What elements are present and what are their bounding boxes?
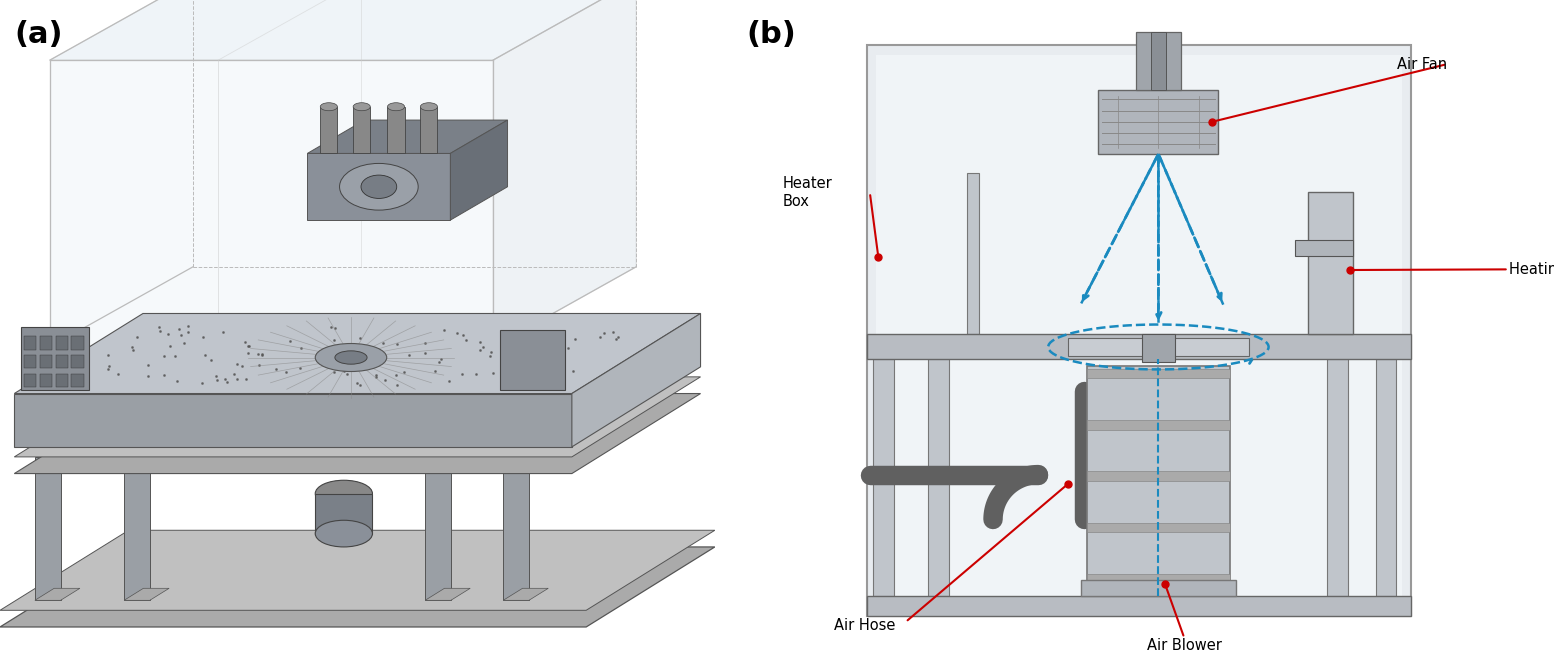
Bar bbox=[1375, 359, 1397, 596]
Bar bbox=[22, 327, 90, 390]
Text: Air Fan: Air Fan bbox=[1397, 57, 1447, 71]
Bar bbox=[426, 457, 451, 600]
Bar bbox=[420, 107, 438, 153]
Bar bbox=[56, 336, 68, 350]
Bar bbox=[1142, 334, 1175, 362]
Text: Air Blower: Air Blower bbox=[1147, 638, 1221, 653]
Text: Air Hose: Air Hose bbox=[834, 618, 895, 633]
Bar bbox=[25, 374, 36, 387]
Polygon shape bbox=[0, 547, 715, 627]
Polygon shape bbox=[426, 588, 471, 600]
Bar bbox=[808, 13, 1456, 654]
Bar bbox=[1068, 338, 1249, 356]
Polygon shape bbox=[493, 0, 636, 347]
Polygon shape bbox=[34, 588, 79, 600]
Bar bbox=[71, 374, 84, 387]
Text: (a): (a) bbox=[14, 20, 62, 49]
Bar bbox=[124, 457, 149, 600]
Bar bbox=[967, 173, 979, 334]
Bar bbox=[56, 374, 68, 387]
Bar bbox=[353, 107, 370, 153]
Bar bbox=[387, 107, 404, 153]
Polygon shape bbox=[451, 120, 508, 220]
Text: Heater
Box: Heater Box bbox=[782, 176, 831, 209]
Bar bbox=[1307, 192, 1354, 334]
Ellipse shape bbox=[420, 103, 438, 111]
Bar bbox=[1088, 574, 1229, 584]
Text: Heating module: Heating module bbox=[1509, 262, 1554, 277]
Bar bbox=[1088, 472, 1229, 481]
Bar bbox=[34, 457, 61, 600]
Bar bbox=[867, 45, 1411, 616]
Bar bbox=[56, 355, 68, 368]
Polygon shape bbox=[572, 313, 701, 447]
Bar bbox=[1088, 420, 1229, 430]
Bar bbox=[25, 355, 36, 368]
Ellipse shape bbox=[336, 351, 367, 364]
Bar bbox=[1294, 240, 1354, 256]
Bar bbox=[40, 336, 53, 350]
Ellipse shape bbox=[353, 103, 370, 111]
Bar bbox=[1150, 32, 1166, 90]
Polygon shape bbox=[14, 377, 701, 457]
Polygon shape bbox=[14, 394, 701, 474]
Bar bbox=[1080, 580, 1237, 596]
Bar bbox=[71, 336, 84, 350]
Bar bbox=[873, 359, 894, 596]
Ellipse shape bbox=[339, 163, 418, 210]
Bar bbox=[876, 55, 1402, 606]
Ellipse shape bbox=[315, 344, 387, 372]
Bar bbox=[25, 336, 36, 350]
Polygon shape bbox=[308, 120, 508, 153]
Ellipse shape bbox=[387, 103, 404, 111]
Polygon shape bbox=[503, 588, 549, 600]
Bar bbox=[1099, 90, 1218, 154]
Bar bbox=[1088, 369, 1229, 378]
Bar bbox=[500, 330, 564, 390]
Ellipse shape bbox=[361, 175, 396, 199]
Polygon shape bbox=[0, 530, 715, 610]
Bar bbox=[1327, 359, 1347, 596]
Bar bbox=[40, 374, 53, 387]
Ellipse shape bbox=[315, 520, 373, 547]
Bar bbox=[867, 596, 1411, 616]
Bar bbox=[40, 355, 53, 368]
Ellipse shape bbox=[315, 480, 373, 507]
Bar bbox=[71, 355, 84, 368]
Bar bbox=[1136, 32, 1181, 90]
Polygon shape bbox=[14, 313, 701, 394]
Bar bbox=[928, 359, 949, 596]
Bar bbox=[867, 334, 1411, 359]
Polygon shape bbox=[50, 0, 636, 60]
Bar bbox=[320, 107, 337, 153]
Bar bbox=[315, 494, 373, 534]
Bar bbox=[1088, 523, 1229, 532]
Text: (b): (b) bbox=[747, 20, 797, 49]
Polygon shape bbox=[308, 153, 451, 220]
Bar bbox=[1088, 366, 1229, 596]
Ellipse shape bbox=[320, 103, 337, 111]
Polygon shape bbox=[50, 60, 493, 347]
Polygon shape bbox=[14, 394, 572, 447]
Polygon shape bbox=[124, 588, 169, 600]
Bar bbox=[503, 457, 528, 600]
